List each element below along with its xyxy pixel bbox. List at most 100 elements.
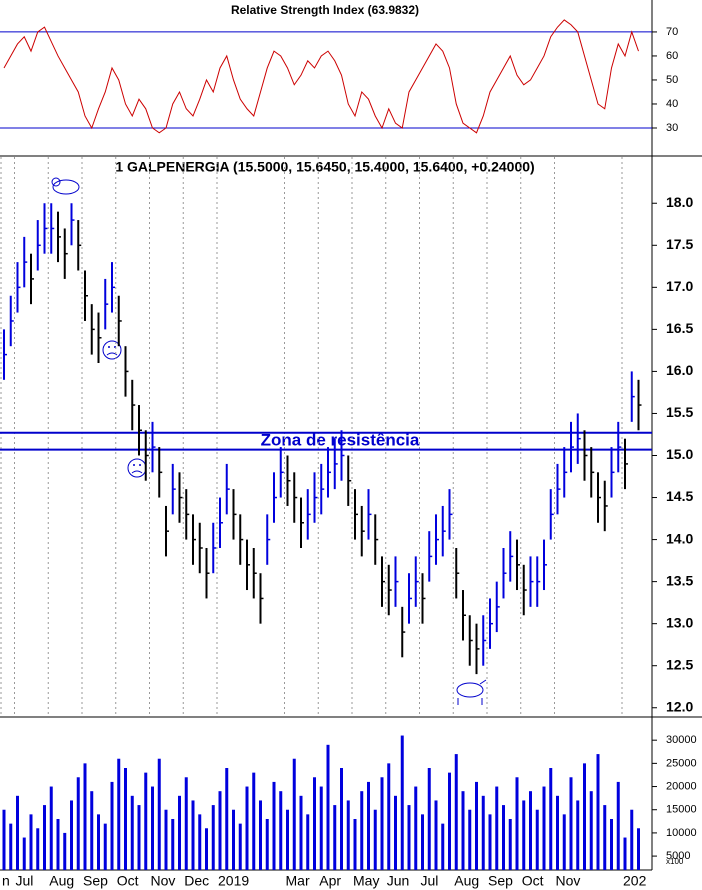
volume-bar bbox=[184, 777, 188, 870]
volume-bar bbox=[70, 800, 73, 870]
volume-bar bbox=[191, 800, 195, 870]
volume-bar bbox=[630, 809, 634, 870]
volume-bar bbox=[637, 828, 640, 870]
volume-bar bbox=[603, 805, 607, 870]
volume-bar bbox=[421, 814, 424, 870]
volume-bar bbox=[360, 791, 364, 870]
x-tick-label: May bbox=[353, 873, 379, 889]
volume-bar bbox=[144, 772, 148, 870]
rsi-title: Relative Strength Index (63.9832) bbox=[231, 3, 419, 17]
x-tick-label: Nov bbox=[151, 873, 176, 889]
volume-bar bbox=[76, 777, 80, 870]
annotation: Zona de resistência bbox=[261, 430, 420, 449]
volume-bar bbox=[178, 795, 181, 870]
y-tick-label: 12.5 bbox=[666, 656, 693, 672]
volume-bar bbox=[623, 837, 627, 870]
volume-bar bbox=[481, 795, 485, 870]
volume-bar bbox=[373, 809, 377, 870]
volume-bar bbox=[576, 800, 580, 870]
bear-icon bbox=[51, 177, 80, 195]
volume-bar bbox=[333, 805, 337, 870]
volume-bar bbox=[117, 758, 121, 870]
volume-bar bbox=[346, 800, 350, 870]
volume-bar bbox=[43, 805, 46, 870]
volume-bar bbox=[36, 828, 40, 870]
y-tick-label: 14.5 bbox=[666, 488, 693, 504]
volume-bar bbox=[299, 795, 303, 870]
volume-bar bbox=[313, 777, 316, 870]
x-tick-label: Nov bbox=[556, 873, 581, 889]
volume-bar bbox=[475, 781, 478, 870]
volume-bar bbox=[252, 772, 256, 870]
volume-bar bbox=[340, 768, 343, 870]
price-title: 1 GALPENERGIA (15.5000, 15.6450, 15.4000… bbox=[115, 159, 534, 175]
volume-bar bbox=[326, 744, 330, 870]
volume-bar bbox=[103, 823, 107, 870]
volume-bar bbox=[49, 786, 53, 870]
y-tick-label: 70 bbox=[666, 26, 678, 38]
volume-bar bbox=[535, 809, 539, 870]
volume-bar bbox=[29, 814, 33, 870]
volume-bar bbox=[83, 763, 87, 870]
x-tick-label: Mar bbox=[286, 873, 310, 889]
volume-bar bbox=[367, 781, 370, 870]
volume-bar bbox=[502, 805, 505, 870]
volume-bar bbox=[279, 791, 283, 870]
volume-bar bbox=[22, 837, 26, 870]
y-tick-label: 15.0 bbox=[666, 446, 693, 462]
y-tick-label: 17.5 bbox=[666, 236, 693, 252]
y-tick-label: 16.5 bbox=[666, 320, 693, 336]
volume-bar bbox=[562, 814, 566, 870]
x-tick-label: Sep bbox=[488, 873, 513, 889]
volume-unit: x100 bbox=[666, 857, 684, 866]
volume-bar bbox=[407, 805, 411, 870]
volume-bar bbox=[616, 781, 620, 870]
volume-bar bbox=[2, 809, 6, 870]
y-tick-label: 18.0 bbox=[666, 194, 693, 210]
volume-bar bbox=[218, 791, 222, 870]
y-tick-label: 25000 bbox=[666, 757, 697, 769]
y-tick-label: 17.0 bbox=[666, 278, 693, 294]
rsi-line bbox=[3, 19, 639, 134]
volume-bar bbox=[9, 823, 13, 870]
volume-bar bbox=[286, 809, 289, 870]
y-tick-label: 12.0 bbox=[666, 698, 693, 714]
y-tick-label: 5000 bbox=[666, 850, 690, 862]
volume-bar bbox=[63, 832, 67, 870]
y-tick-label: 60 bbox=[666, 50, 678, 62]
x-tick-label: Jun bbox=[387, 873, 410, 889]
volume-bar bbox=[97, 814, 100, 870]
y-tick-label: 20000 bbox=[666, 780, 697, 792]
volume-bar bbox=[259, 800, 262, 870]
volume-bar bbox=[468, 809, 472, 870]
x-tick-label: Jul bbox=[16, 873, 34, 889]
y-tick-label: 50 bbox=[666, 74, 678, 86]
volume-bar bbox=[90, 791, 94, 870]
y-tick-label: 13.0 bbox=[666, 614, 693, 630]
volume-bar bbox=[198, 814, 202, 870]
volume-bar bbox=[589, 791, 593, 870]
y-tick-label: 15.5 bbox=[666, 404, 693, 420]
volume-bar bbox=[245, 786, 249, 870]
x-tick-label: Aug bbox=[454, 873, 479, 889]
volume-bar bbox=[380, 777, 384, 870]
volume-bar bbox=[157, 758, 161, 870]
sad-face bbox=[102, 340, 122, 360]
y-tick-label: 10000 bbox=[666, 827, 697, 839]
volume-bar bbox=[56, 819, 60, 870]
volume-bar bbox=[110, 781, 114, 870]
x-tick-label: Jul bbox=[421, 873, 439, 889]
x-tick-label: Oct bbox=[522, 873, 544, 889]
volume-bar bbox=[171, 819, 175, 870]
y-tick-label: 30000 bbox=[666, 734, 697, 746]
x-tick-label: Sep bbox=[83, 873, 108, 889]
y-tick-label: 15000 bbox=[666, 804, 697, 816]
volume-bar bbox=[569, 777, 573, 870]
volume-bar bbox=[238, 823, 242, 870]
volume-bar bbox=[292, 758, 296, 870]
x-tick-label: n bbox=[2, 873, 10, 889]
volume-bar bbox=[319, 786, 323, 870]
volume-bar bbox=[130, 795, 134, 870]
volume-bar bbox=[124, 768, 127, 870]
volume-bar bbox=[583, 763, 586, 870]
